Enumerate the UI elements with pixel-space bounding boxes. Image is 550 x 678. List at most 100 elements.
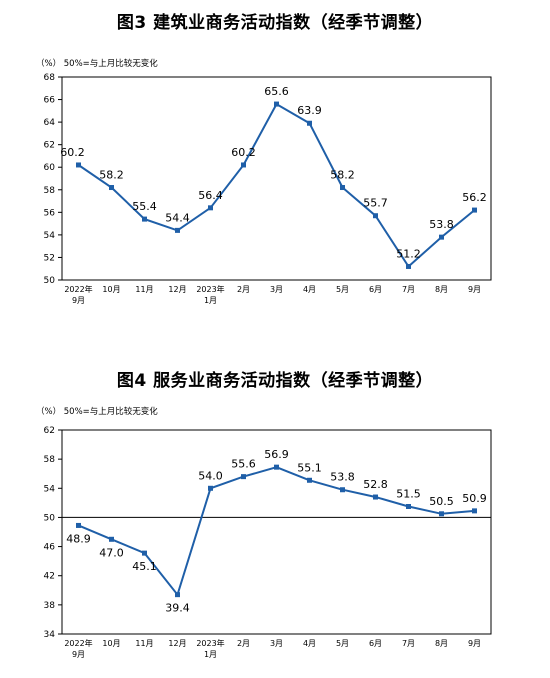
data-point xyxy=(76,162,81,168)
y-tick-label: 50 xyxy=(44,276,56,286)
data-point xyxy=(340,487,345,493)
data-label: 56.4 xyxy=(198,189,223,202)
data-point xyxy=(142,216,147,222)
data-label: 52.8 xyxy=(363,478,388,491)
y-tick-label: 54 xyxy=(44,484,56,494)
data-point xyxy=(406,504,411,509)
data-label: 50.9 xyxy=(462,492,487,505)
x-tick-label: 5月 xyxy=(336,285,349,294)
unit-note: （%） 50%=与上月比较无变化 xyxy=(36,59,158,69)
x-tick-label: 2022年 9月 xyxy=(64,284,92,305)
x-tick-label: 11月 xyxy=(135,639,153,648)
x-tick-label: 4月 xyxy=(303,639,316,648)
x-tick-label: 9月 xyxy=(468,285,481,294)
y-tick-label: 52 xyxy=(44,253,55,263)
x-tick-label: 5月 xyxy=(336,639,349,648)
y-tick-label: 66 xyxy=(44,96,56,106)
x-tick-label: 8月 xyxy=(435,639,448,648)
y-tick-label: 62 xyxy=(44,141,55,151)
data-point xyxy=(175,592,180,598)
y-tick-label: 38 xyxy=(44,601,56,611)
y-tick-label: 58 xyxy=(44,186,56,196)
y-tick-label: 62 xyxy=(44,426,55,436)
data-label: 56.2 xyxy=(462,191,487,204)
x-tick-label: 4月 xyxy=(303,285,316,294)
data-point xyxy=(142,550,147,556)
data-label: 50.5 xyxy=(429,495,454,508)
data-label: 47.0 xyxy=(99,546,124,559)
chart-title: 图3 建筑业商务活动指数（经季节调整） xyxy=(116,13,434,33)
y-tick-label: 42 xyxy=(44,572,55,582)
data-label: 60.2 xyxy=(60,146,85,159)
series-line xyxy=(78,466,475,597)
y-tick-label: 68 xyxy=(44,73,56,83)
y-tick-label: 34 xyxy=(44,630,56,640)
data-label: 55.6 xyxy=(231,458,256,471)
data-label: 55.1 xyxy=(297,461,322,474)
unit-note: （%） 50%=与上月比较无变化 xyxy=(36,407,158,417)
data-point xyxy=(472,207,477,213)
data-point xyxy=(439,234,444,240)
data-point xyxy=(274,101,279,107)
x-tick-label: 3月 xyxy=(270,285,283,294)
data-point xyxy=(76,522,81,528)
data-point xyxy=(208,485,213,491)
data-label: 51.2 xyxy=(396,247,421,260)
data-label: 65.6 xyxy=(264,85,289,98)
x-tick-label: 3月 xyxy=(270,639,283,648)
data-label: 54.4 xyxy=(165,211,190,224)
data-label: 39.4 xyxy=(165,602,190,615)
x-tick-label: 12月 xyxy=(168,639,186,648)
data-label: 53.8 xyxy=(429,218,454,231)
data-label: 53.8 xyxy=(330,471,355,484)
data-label: 45.1 xyxy=(132,560,157,573)
x-tick-label: 8月 xyxy=(435,285,448,294)
data-label: 63.9 xyxy=(297,104,322,117)
data-point xyxy=(307,477,312,483)
data-point xyxy=(175,227,180,233)
y-tick-label: 60 xyxy=(44,163,56,173)
x-tick-label: 7月 xyxy=(402,285,415,294)
x-tick-label: 10月 xyxy=(102,639,120,648)
data-label: 58.2 xyxy=(330,169,355,182)
data-point xyxy=(208,205,213,211)
x-tick-label: 6月 xyxy=(369,639,382,648)
data-point xyxy=(241,162,246,168)
y-tick-label: 54 xyxy=(44,231,56,241)
data-point xyxy=(241,474,246,480)
data-point xyxy=(274,464,279,470)
x-tick-label: 10月 xyxy=(102,285,120,294)
construction-chart: 68 66 64 62 60 58 56 54 52 50 2022年 9月 10月 11月 12月 2023… xyxy=(44,73,492,305)
data-point xyxy=(307,120,312,126)
x-tick-label: 2023年 1月 xyxy=(196,638,224,659)
x-tick-label: 2月 xyxy=(237,639,250,648)
y-tick-label: 56 xyxy=(44,208,56,218)
data-label: 48.9 xyxy=(66,532,91,545)
x-tick-label: 12月 xyxy=(168,285,186,294)
y-tick-label: 46 xyxy=(44,543,56,553)
data-label: 51.5 xyxy=(396,488,421,501)
data-point xyxy=(406,263,411,269)
y-tick-label: 50 xyxy=(44,513,56,523)
data-label: 56.9 xyxy=(264,448,289,461)
data-label: 60.2 xyxy=(231,146,256,159)
plot-frame xyxy=(61,76,492,281)
x-tick-label: 11月 xyxy=(135,285,153,294)
x-tick-label: 2月 xyxy=(237,285,250,294)
data-point xyxy=(340,185,345,191)
data-label: 54.0 xyxy=(198,469,223,482)
data-point xyxy=(109,536,114,542)
chart-title: 图4 服务业商务活动指数（经季节调整） xyxy=(116,371,434,391)
x-tick-label: 2023年 1月 xyxy=(196,284,224,305)
data-point xyxy=(373,213,378,219)
data-label: 55.4 xyxy=(132,200,157,213)
data-point xyxy=(109,185,114,191)
x-tick-label: 2022年 9月 xyxy=(64,638,92,659)
data-point xyxy=(472,508,477,514)
x-tick-label: 9月 xyxy=(468,639,481,648)
x-tick-label: 6月 xyxy=(369,285,382,294)
plot-frame xyxy=(61,429,492,635)
data-label: 58.2 xyxy=(99,169,124,182)
data-point xyxy=(373,494,378,500)
